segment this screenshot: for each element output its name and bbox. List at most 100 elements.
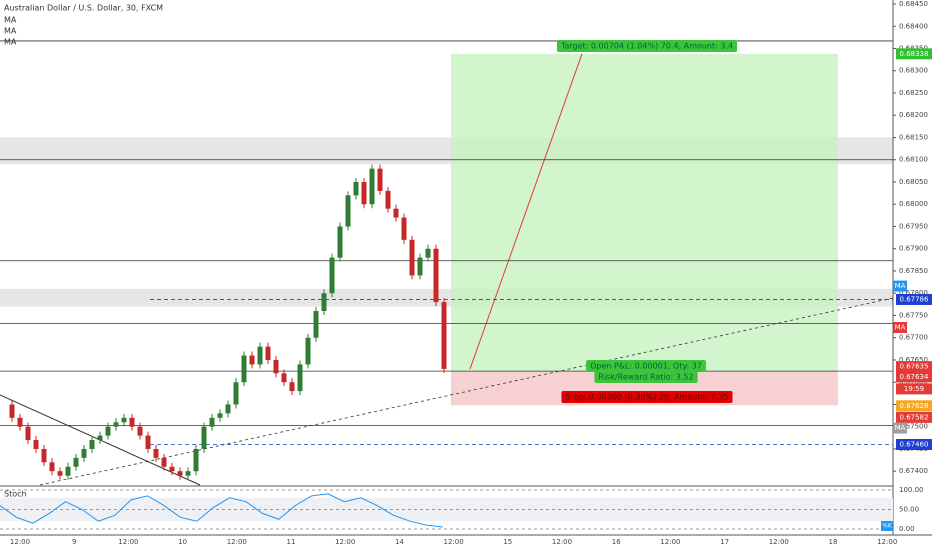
price-badge-label: MA xyxy=(895,424,906,432)
time-label: 12:00 xyxy=(118,538,138,546)
candle xyxy=(193,448,199,472)
price-tick-label: 0.67950 xyxy=(899,222,928,230)
candle xyxy=(281,373,287,383)
candle xyxy=(401,217,407,240)
candle xyxy=(433,248,439,303)
candle xyxy=(345,195,351,227)
candle xyxy=(9,404,15,418)
position-text: Open P&L: 0.00001, Qty: 37 xyxy=(590,362,702,371)
price-tick-label: 0.68450 xyxy=(899,0,928,8)
price-tick-label: 0.67500 xyxy=(899,423,928,431)
candle xyxy=(209,417,215,427)
price-tick-label: 0.68300 xyxy=(899,67,928,75)
price-badge-label: 0.67628 xyxy=(900,402,929,410)
indicator-label: MA xyxy=(4,27,17,36)
price-badge-label: 0.67634 xyxy=(900,373,929,381)
time-label: 12:00 xyxy=(444,538,464,546)
price-badge-label: 19:59 xyxy=(904,385,924,393)
indicator-label: MA xyxy=(4,16,17,25)
time-label: 18 xyxy=(829,538,838,546)
candle xyxy=(113,422,119,427)
candle xyxy=(417,257,423,276)
time-label: 16 xyxy=(612,538,621,546)
time-label: 12:00 xyxy=(335,538,355,546)
time-label: 12:00 xyxy=(877,538,897,546)
stoch-tick-label: 100.00 xyxy=(899,486,924,494)
price-badge xyxy=(893,422,907,434)
price-badge xyxy=(896,400,932,412)
price-badge xyxy=(893,280,907,292)
candle xyxy=(161,457,167,467)
candle xyxy=(305,337,311,365)
price-badge xyxy=(893,321,907,333)
position-label: Target: 0.00704 (1.04%) 70.4, Amount: 3.… xyxy=(556,40,738,52)
candle xyxy=(321,293,327,312)
price-tick-label: 0.67800 xyxy=(899,289,928,297)
time-label: 10 xyxy=(178,538,187,546)
stoch-k xyxy=(0,493,443,528)
candle xyxy=(361,181,367,205)
target-zone xyxy=(451,53,838,372)
price-tick-label: 0.67850 xyxy=(899,267,928,275)
price-badge xyxy=(896,383,932,395)
candle xyxy=(385,190,391,209)
price-tick-label: 0.68100 xyxy=(899,156,928,164)
candle xyxy=(73,457,79,467)
price-badge-label: 0.67786 xyxy=(900,295,929,303)
price-badge xyxy=(896,439,932,451)
candle xyxy=(353,181,359,196)
price-tick-label: 0.68000 xyxy=(899,200,928,208)
candle xyxy=(265,346,271,360)
candle xyxy=(313,311,319,338)
candle xyxy=(337,226,343,258)
price-tick-label: 0.68150 xyxy=(899,133,928,141)
time-label: 9 xyxy=(72,538,76,546)
time-label: 12:00 xyxy=(10,538,30,546)
candle xyxy=(249,355,255,365)
price-badge-label: 0.67460 xyxy=(900,441,929,449)
price-tick-label: 0.68400 xyxy=(899,22,928,30)
candle xyxy=(17,417,23,427)
label-box xyxy=(594,371,698,383)
candle xyxy=(289,382,295,392)
candle xyxy=(369,168,375,205)
candle xyxy=(409,239,415,276)
position-label: Open P&L: 0.00001, Qty: 37 xyxy=(586,360,706,372)
stoch-key: %K xyxy=(882,523,893,530)
price-badge xyxy=(896,371,932,383)
indicator-label: MA xyxy=(4,38,17,47)
price-badge xyxy=(896,361,932,373)
price-badge-label: MA xyxy=(895,323,906,331)
candle xyxy=(377,168,383,191)
position-text: Stop: 0.00200 (0.30%) 20, Amount: 7.35 xyxy=(565,393,728,402)
candle xyxy=(49,462,55,472)
candle xyxy=(25,426,31,441)
symbol-title: Australian Dollar / U.S. Dollar, 30, FXC… xyxy=(4,4,163,13)
position-text: Risk/Reward Ratio: 3.52 xyxy=(598,373,693,382)
trade-path xyxy=(469,53,583,370)
candle xyxy=(89,440,95,449)
candle xyxy=(217,413,223,418)
stoch-key-bg xyxy=(881,521,893,531)
candle xyxy=(425,248,431,258)
time-label: 11 xyxy=(287,538,296,546)
candle xyxy=(65,466,71,476)
price-badge-label: 0.67582 xyxy=(900,413,929,421)
candle xyxy=(297,364,303,392)
time-label: 12:00 xyxy=(227,538,247,546)
candle xyxy=(97,435,103,441)
label-box xyxy=(586,360,706,372)
price-tick-label: 0.67400 xyxy=(899,467,928,475)
price-tick-label: 0.67650 xyxy=(899,356,928,364)
label-box xyxy=(556,40,738,52)
stoch-title: Stoch xyxy=(4,490,27,499)
candle xyxy=(33,440,39,449)
candle xyxy=(225,404,231,414)
price-tick-label: 0.67750 xyxy=(899,311,928,319)
candle xyxy=(121,417,127,423)
time-label: 14 xyxy=(395,538,404,546)
candle xyxy=(153,448,159,458)
stoch-tick-label: 50.00 xyxy=(899,506,919,514)
price-badge xyxy=(896,411,932,423)
